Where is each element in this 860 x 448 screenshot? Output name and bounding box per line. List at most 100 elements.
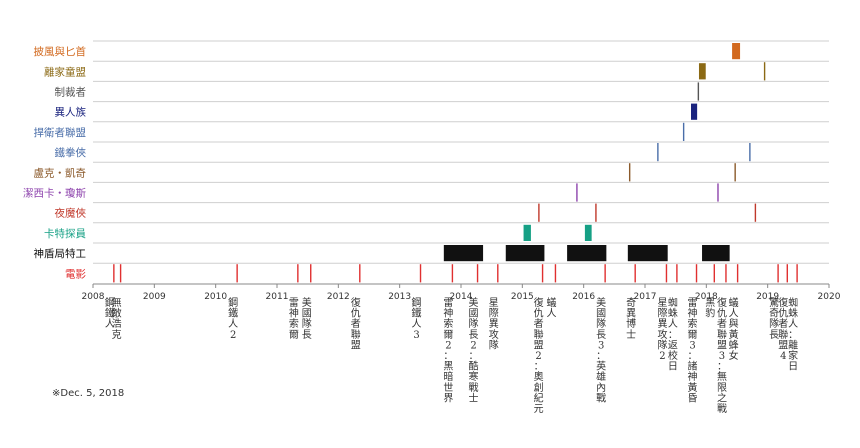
- row-gridlines: [93, 40, 829, 264]
- mark-5-1: [749, 143, 751, 162]
- film-label-14: 星際異攻隊 2: [657, 297, 667, 362]
- x-tick-label: 2017: [634, 292, 657, 302]
- mark-10-2: [567, 245, 607, 262]
- x-tick-label: 2015: [511, 292, 534, 302]
- mark-1-1: [763, 62, 766, 81]
- row-label-4: 捍衛者聯盟: [34, 126, 87, 139]
- mark-7-0: [576, 183, 578, 202]
- mark-10-1: [505, 245, 545, 262]
- film-label-6: 鋼鐵人 3: [412, 296, 422, 341]
- mark-8-1: [595, 203, 597, 222]
- mark-11-3: [297, 264, 299, 283]
- mark-9-1: [584, 224, 592, 241]
- x-tick-label: 2011: [266, 292, 289, 302]
- row-label-7: 潔西卡・瓊斯: [23, 187, 86, 200]
- row-label-0: 披風與匕首: [34, 45, 87, 58]
- mark-2-0: [697, 82, 700, 101]
- x-tick-label: 2018: [695, 292, 718, 302]
- mark-11-1: [119, 264, 122, 283]
- x-tick-label: 2014: [450, 292, 473, 302]
- row-label-11: 電影: [65, 267, 86, 280]
- film-label-9: 星際異攻隊: [489, 297, 499, 351]
- mark-5-0: [657, 143, 659, 162]
- mark-11-15: [676, 264, 678, 283]
- mark-6-1: [734, 163, 736, 182]
- film-label-17: 黑豹: [705, 297, 715, 320]
- mark-11-6: [419, 264, 422, 283]
- mark-11-10: [541, 264, 544, 283]
- mark-6-0: [628, 163, 631, 182]
- mark-4-0: [682, 122, 685, 141]
- mark-3-0: [691, 103, 698, 120]
- x-tick-label: 2013: [388, 292, 411, 302]
- x-axis: 2008 2009 2010 2011 2012 2013 2014 2015 2016 2017…: [82, 283, 841, 302]
- mark-11-19: [736, 264, 739, 283]
- film-label-0: 鋼鐵人: [105, 296, 115, 330]
- film-label-18: 復仇者聯盟 3 ：無限之戰: [717, 296, 727, 415]
- mark-11-22: [796, 264, 798, 283]
- row-label-8: 夜魔俠: [55, 207, 87, 220]
- row-label-5: 鐵拳俠: [55, 146, 87, 159]
- film-label-1: 無敵浩克: [112, 296, 122, 341]
- film-label-12: 美國隊長 3 ：英雄內戰: [596, 296, 606, 404]
- row-label-9: 卡特探員: [44, 227, 86, 240]
- mark-11-13: [634, 264, 636, 283]
- x-tick-label: 2008: [82, 292, 105, 302]
- mark-11-11: [554, 264, 557, 283]
- mark-11-12: [604, 264, 606, 283]
- film-label-3: 雷神索爾: [289, 297, 299, 341]
- mark-8-2: [754, 203, 757, 222]
- film-label-21: 復仇者聯盟 4: [778, 296, 788, 362]
- mark-10-3: [627, 245, 668, 262]
- film-label-19: 蟻人與黃蜂女: [729, 296, 739, 362]
- film-label-16: 雷神索爾 3 ：諸神黃昏: [688, 297, 698, 404]
- mark-9-0: [523, 224, 531, 241]
- mark-1-0: [698, 63, 706, 80]
- mark-0-0: [732, 43, 741, 60]
- x-tick-label: 2016: [572, 292, 595, 302]
- film-label-4: 美國隊長: [302, 296, 312, 341]
- x-tick-label: 2009: [143, 292, 166, 302]
- film-label-8: 美國隊長 2 ：酷寒戰士: [469, 296, 479, 404]
- mark-11-16: [695, 264, 698, 283]
- mark-11-8: [476, 264, 479, 283]
- mark-11-0: [113, 264, 115, 283]
- film-label-7: 雷神索爾 2 ：黑暗世界: [443, 297, 453, 404]
- film-label-5: 復仇者聯盟: [351, 296, 361, 351]
- mark-11-18: [725, 264, 727, 283]
- mark-11-9: [497, 264, 499, 283]
- mark-11-14: [665, 264, 668, 283]
- mark-7-1: [717, 183, 719, 202]
- film-label-2: 鋼鐵人 2: [228, 296, 238, 341]
- mark-11-7: [451, 264, 454, 283]
- x-tick-label: 2019: [756, 292, 779, 302]
- film-label-13: 奇異博士: [626, 296, 636, 341]
- mark-11-21: [786, 264, 788, 283]
- x-tick-label: 2020: [818, 292, 841, 302]
- row-label-1: 離家童盟: [44, 65, 86, 78]
- x-tick-label: 2012: [327, 292, 350, 302]
- mark-11-2: [236, 264, 238, 283]
- film-label-10: 復仇者聯盟 2 ：奧創紀元: [534, 296, 544, 415]
- mark-8-0: [538, 203, 540, 222]
- row-label-10: 神盾局特工: [34, 247, 87, 260]
- mark-11-20: [777, 264, 779, 283]
- row-labels: 披風與匕首離家童盟制裁者異人族捍衛者聯盟鐵拳俠盧克・凱奇潔西卡・瓊斯夜魔俠卡特探…: [23, 45, 86, 280]
- x-tick-label: 2010: [204, 292, 227, 302]
- row-marks: [113, 43, 798, 283]
- row-label-3: 異人族: [55, 106, 87, 119]
- mark-11-4: [310, 264, 312, 283]
- film-label-15: 蜘蛛人：返校日: [668, 296, 678, 373]
- row-label-6: 盧克・凱奇: [34, 166, 87, 179]
- mark-10-0: [443, 245, 484, 262]
- mark-11-5: [359, 264, 361, 283]
- film-label-22: 蜘蛛人：離家日: [788, 296, 798, 373]
- footnote: ※Dec. 5, 2018: [52, 388, 125, 399]
- film-label-20: 驚奇隊長: [769, 296, 779, 341]
- row-label-2: 制裁者: [55, 86, 87, 99]
- mark-11-17: [713, 264, 716, 283]
- mark-10-4: [702, 245, 730, 262]
- film-label-11: 蟻人: [546, 296, 556, 320]
